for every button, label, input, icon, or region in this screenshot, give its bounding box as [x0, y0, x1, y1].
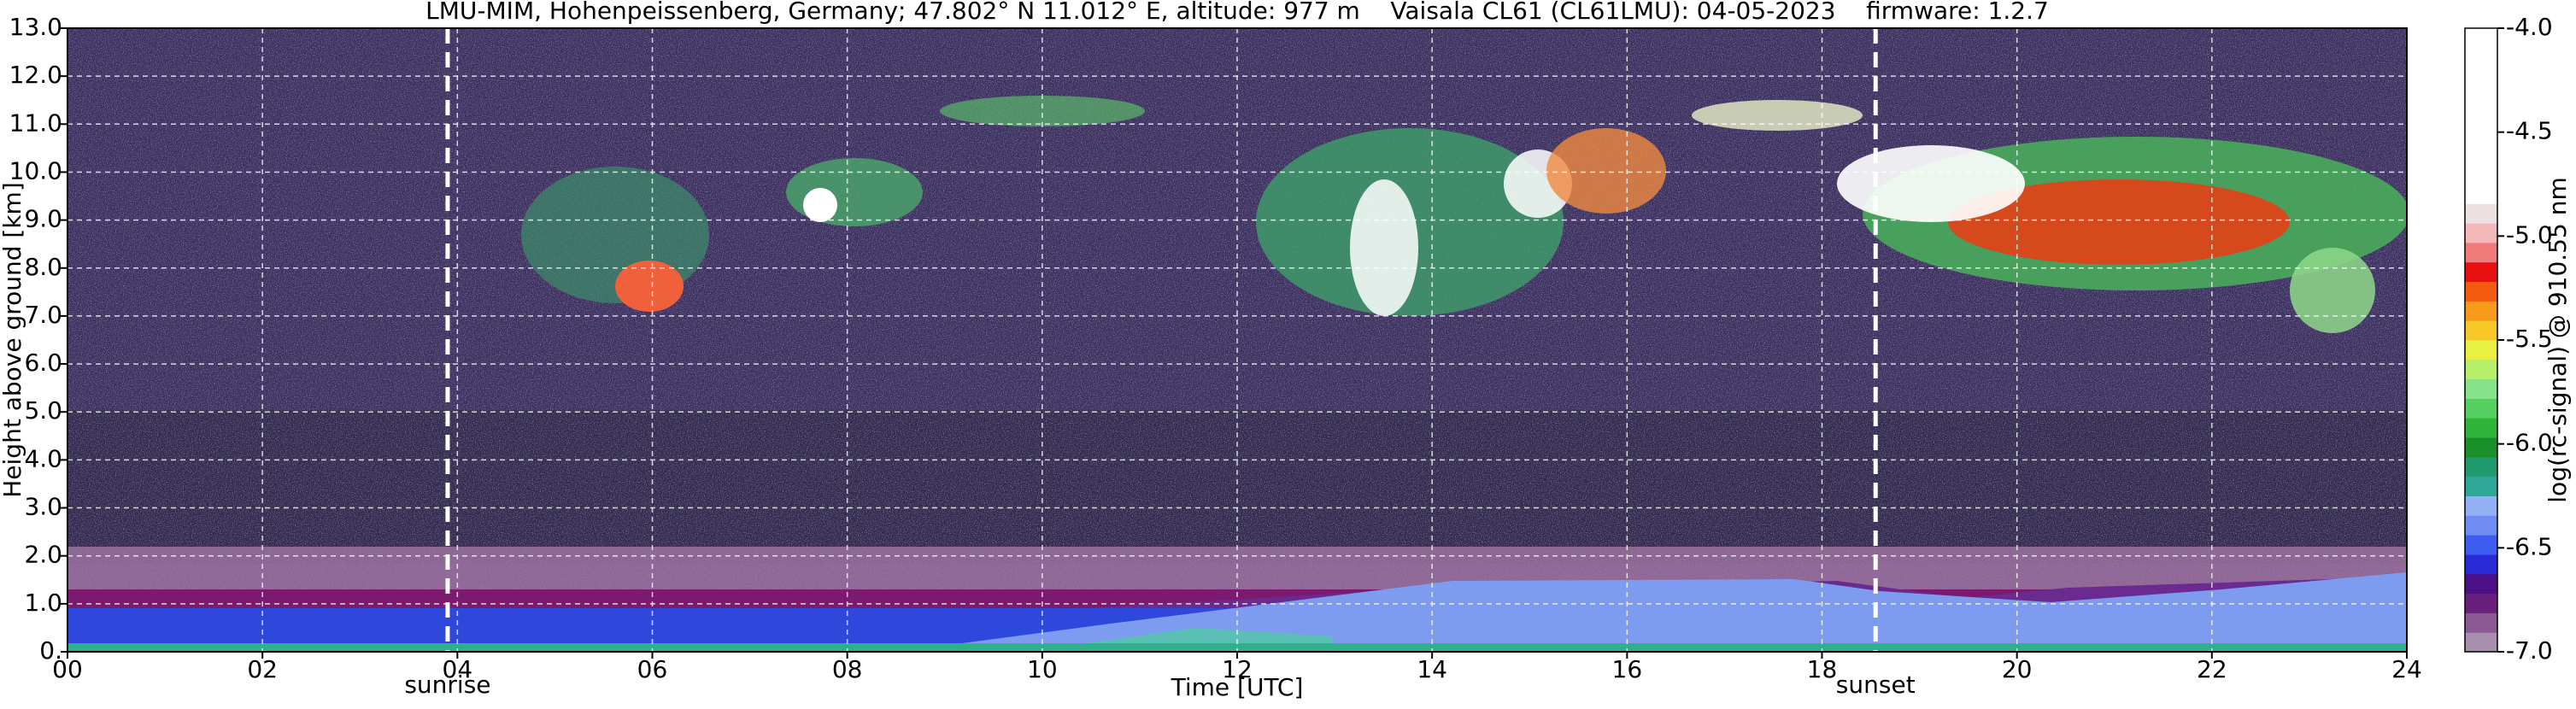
cloud: [615, 261, 684, 312]
colorbar-segment: [2465, 593, 2497, 613]
cloud: [786, 158, 923, 226]
colorbar-segment: [2465, 184, 2497, 204]
heatmap-image: [67, 28, 2407, 652]
colorbar-segment: [2465, 281, 2497, 302]
colorbar-segment: [2465, 86, 2497, 107]
colorbar-segment: [2465, 67, 2497, 87]
colorbar-segment: [2465, 398, 2497, 419]
x-tick-label: 14: [1417, 655, 1447, 683]
chart-title: LMU-MIM, Hohenpeissenberg, Germany; 47.8…: [425, 0, 2049, 25]
annotation-label: sunset: [1836, 671, 1916, 699]
cloud: [1837, 145, 2025, 222]
colorbar-segment: [2465, 476, 2497, 496]
cloud: [1350, 179, 1418, 316]
colorbar-segment: [2465, 28, 2497, 49]
colorbar-tick-label: -4.0: [2506, 13, 2553, 41]
colorbar-segment: [2465, 320, 2497, 341]
x-tick-label: 04: [443, 655, 473, 683]
x-tick-label: 22: [2197, 655, 2227, 683]
colorbar-segment: [2465, 340, 2497, 360]
cloud: [1948, 179, 2290, 265]
x-axis-label: Time [UTC]: [1171, 673, 1304, 701]
y-tick-label: 13.0: [9, 13, 62, 41]
surface-layer: [67, 643, 2407, 652]
x-tick-label: 06: [637, 655, 668, 683]
x-tick-label: 10: [1027, 655, 1058, 683]
y-tick-label: 6.0: [24, 349, 62, 377]
x-tick-label: 20: [2002, 655, 2033, 683]
colorbar-tick-label: -6.0: [2506, 429, 2553, 457]
colorbar-segment: [2465, 106, 2497, 126]
colorbar-segment: [2465, 612, 2497, 633]
y-tick-label: 8.0: [24, 253, 62, 281]
colorbar-segment: [2465, 144, 2497, 166]
x-tick-label: 08: [832, 655, 863, 683]
y-tick-label: 7.0: [24, 301, 62, 329]
y-tick-label: 4.0: [24, 444, 62, 472]
colorbar-segment: [2465, 632, 2497, 653]
colorbar-segment: [2465, 261, 2497, 283]
x-tick-label: 12: [1222, 655, 1253, 683]
colorbar-tick-label: -5.5: [2506, 325, 2553, 353]
colorbar-tick-label: -7.0: [2506, 636, 2553, 665]
cloud: [1546, 128, 1666, 214]
y-tick-label: 12.0: [9, 61, 62, 89]
colorbar-segment: [2465, 573, 2497, 595]
cloud: [2290, 248, 2375, 333]
colorbar-tick-label: -5.0: [2506, 220, 2553, 249]
colorbar-segment: [2465, 418, 2497, 438]
cloud: [803, 188, 837, 222]
x-tick-label: 16: [1612, 655, 1643, 683]
colorbar-tick-label: -6.5: [2506, 532, 2553, 560]
x-tick-label: 00: [52, 655, 83, 683]
y-tick-label: 5.0: [24, 396, 62, 425]
colorbar-segment: [2465, 164, 2497, 185]
colorbar-segment: [2465, 126, 2497, 146]
x-tick-label: 24: [2391, 655, 2422, 683]
y-tick-label: 11.0: [9, 108, 62, 137]
clouds: [521, 96, 2407, 333]
cloud: [940, 96, 1145, 126]
colorbar-segment: [2465, 203, 2497, 224]
colorbar-segment: [2465, 437, 2497, 458]
colorbar-segment: [2465, 359, 2497, 380]
y-tick-label: 0.: [39, 636, 62, 665]
x-tick-label: 18: [1807, 655, 1838, 683]
colorbar-segment: [2465, 223, 2497, 243]
x-tick-label: 02: [247, 655, 278, 683]
colorbar-segment: [2465, 47, 2497, 68]
annotation-label: sunrise: [404, 671, 490, 699]
y-tick-label: 1.0: [24, 589, 62, 617]
y-tick-label: 10.0: [9, 156, 62, 185]
y-tick-label: 3.0: [24, 493, 62, 521]
colorbar-label: log(rc-signal) @ 910.55 nm: [2544, 177, 2572, 502]
colorbar-segment: [2465, 515, 2497, 536]
colorbar-segment: [2465, 456, 2497, 478]
colorbar-segment: [2465, 495, 2497, 516]
y-tick-label: 9.0: [24, 205, 62, 233]
colorbar-tick-label: -4.5: [2506, 117, 2553, 145]
colorbar-segment: [2465, 535, 2497, 555]
colorbar-segment: [2465, 242, 2497, 263]
y-axis-label: Height above ground [km]: [0, 182, 26, 498]
colorbar-segment: [2465, 301, 2497, 321]
cloud: [1692, 100, 1863, 131]
y-tick-label: 2.0: [24, 541, 62, 569]
boundary-layer: [897, 572, 2407, 652]
colorbar-segment: [2465, 378, 2497, 399]
colorbar-segment: [2465, 554, 2497, 575]
